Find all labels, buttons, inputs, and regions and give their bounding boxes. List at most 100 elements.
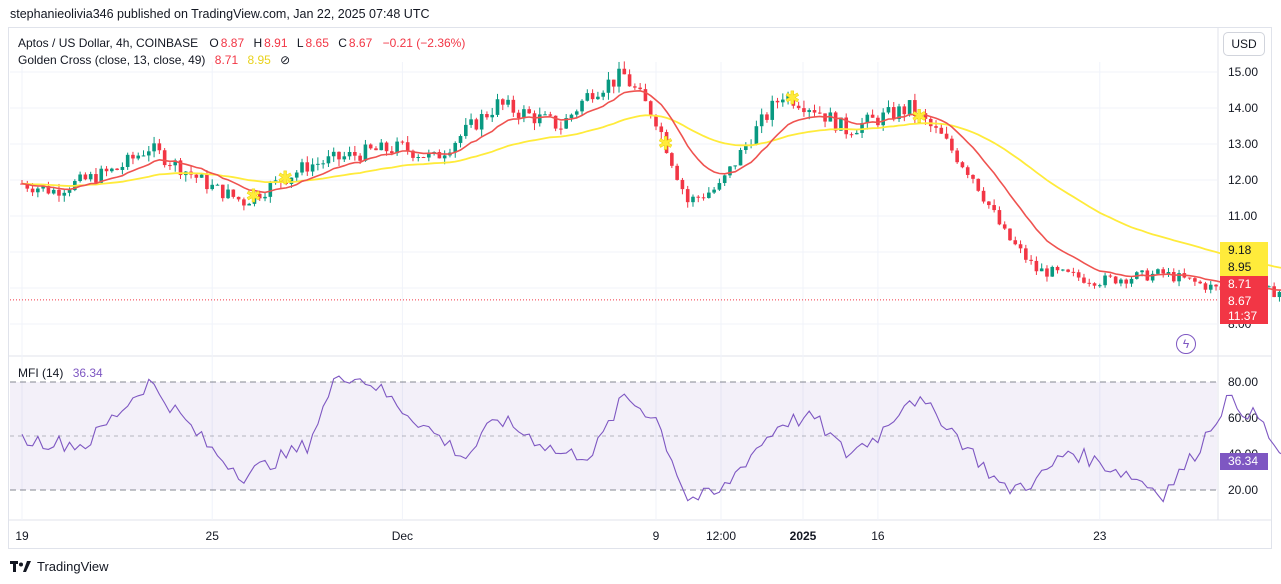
candle-body [522,109,526,119]
candle-body [659,126,664,133]
candle-body [738,149,743,166]
candle-body [865,114,870,124]
candle-body [685,189,690,203]
mfi-axis-tick: 20.00 [1228,483,1258,497]
candle-body [1103,275,1107,286]
candle-body [907,100,912,115]
candle-body [1156,269,1160,274]
candle-body [358,155,362,161]
candle-body [886,107,891,113]
candle-body [881,112,885,126]
candle-body [374,148,378,151]
candle-body [627,74,632,87]
candle-body [474,119,479,130]
candle-body [1113,276,1118,284]
candle-body [1050,266,1055,277]
candle-body [226,189,230,199]
golden-cross-marker: ✱ [912,107,927,128]
candle-body [347,152,352,157]
eye-icon[interactable]: ⊘ [280,53,291,67]
candle-body [1055,266,1060,271]
candle-body [94,174,98,183]
slow-ma-value: 8.95 [247,53,271,67]
currency-button[interactable]: USD [1223,32,1265,56]
candle-body [1150,273,1155,281]
lightning-icon[interactable]: ϟ [1176,334,1196,354]
price-axis-tick: 14.00 [1228,101,1258,115]
candle-body [696,196,701,198]
candle-body [633,86,637,88]
slow-ma-line [21,114,1281,269]
candle-body [342,156,347,160]
candle-body [395,141,399,154]
candle-body [1129,278,1134,284]
last-price-text: 8.67 [1228,294,1252,308]
candle-body [1071,271,1076,273]
candle-body [30,188,35,193]
candle-body [405,142,410,151]
golden-cross-marker: ✱ [246,186,261,207]
candle-body [1034,260,1039,272]
candle-body [252,193,257,204]
candle-body [305,162,310,172]
candle-body [257,193,262,199]
candle-body [939,127,944,134]
candle-body [442,155,447,159]
candle-body [796,105,801,109]
candle-body [643,89,648,102]
candle-body [411,150,415,158]
countdown-text: 11:37 [1228,309,1258,323]
candle-body [1277,291,1281,298]
candle-body [754,126,759,145]
candle-body [331,151,336,157]
candle-body [1214,284,1218,287]
candle-body [427,152,431,158]
candle-body [611,79,616,87]
candle-body [500,99,505,105]
price-axis-tick: 11.00 [1228,209,1257,223]
candle-body [310,164,315,172]
candle-body [992,205,996,211]
mfi-axis-tick: 80.00 [1228,375,1258,389]
indicator-title[interactable]: Golden Cross (close, 13, close, 49) [18,53,206,67]
price-label-slow-ma: 8.95 [1220,259,1268,276]
candle-body [363,144,368,161]
symbol-title[interactable]: Aptos / US Dollar, 4h, COINBASE [18,36,199,50]
candle-body [876,117,880,126]
candle-body [41,186,45,189]
candle-body [849,134,854,136]
time-axis-tick: 12:00 [706,529,736,543]
mfi-line [21,375,1281,503]
time-axis-tick: 2025 [790,529,817,543]
candle-body [770,100,775,120]
candle-body [300,162,304,173]
candle-body [950,138,954,151]
mfi-title[interactable]: MFI (14) [18,366,64,380]
candle-body [717,183,722,190]
candle-body [337,151,341,160]
candle-body [1161,269,1165,274]
candle-body [564,118,568,129]
candle-body [965,167,970,175]
open-value: 8.87 [220,36,245,50]
candle-body [574,111,579,115]
candle-body [1061,269,1065,271]
candle-body [854,132,859,135]
candle-body [537,114,542,124]
mfi-axis-tick: 60.00 [1228,411,1258,425]
candle-body [585,93,590,101]
candle-body [971,174,975,179]
candle-body [199,174,204,178]
candle-body [817,112,822,114]
price-label-last: 8.67 11:37 [1220,293,1268,324]
candle-body [707,192,711,198]
candle-body [168,165,172,167]
candle-body [553,115,558,129]
footer-brand[interactable]: TradingView [37,559,109,574]
low-value: 8.65 [305,36,329,50]
candle-body [1008,228,1012,241]
golden-cross-marker: ✱ [658,134,673,155]
candle-body [469,119,473,125]
